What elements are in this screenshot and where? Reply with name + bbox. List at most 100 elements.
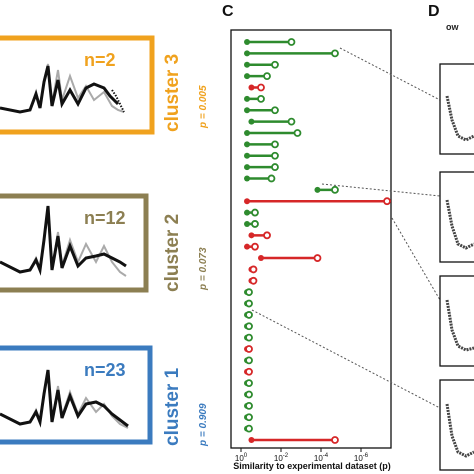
dumbbell-end-point <box>251 220 259 228</box>
x-tick-label: 10-2 <box>274 453 289 463</box>
dumbbell-start-point <box>244 220 251 227</box>
dumbbell-start-point <box>314 186 321 193</box>
cluster-2-p-label: p = 0.073 <box>198 247 209 291</box>
dumbbell-end-point <box>245 345 253 353</box>
dumbbell-row-21 <box>248 265 258 274</box>
x-tick-label: 10-6 <box>354 453 369 463</box>
dumbbell-start-point <box>244 73 251 80</box>
panel-d-letter: D <box>428 3 440 20</box>
dumbbell-start-point <box>248 118 255 125</box>
plot-frame <box>230 29 392 449</box>
cluster-2-name: cluster 2 <box>162 214 183 292</box>
dumbbell-start-point <box>248 232 255 239</box>
cluster-2-panel: n=12 cluster 2 p = 0.073 <box>0 193 209 293</box>
dumbbell-row-9 <box>244 129 302 137</box>
dumbbell-row-20 <box>258 254 322 262</box>
dumbbell-end-point <box>249 276 258 285</box>
cluster-2-profile <box>0 205 127 277</box>
cluster-3-name: cluster 3 <box>162 54 183 132</box>
dumbbell-end-point <box>257 94 265 103</box>
dumbbell-end-point <box>263 231 271 240</box>
dumbbell-end-point <box>245 401 253 410</box>
dumbbell-start-point <box>244 107 251 114</box>
dumbbell-start-point <box>248 437 255 443</box>
dumbbell-end-point <box>245 333 253 342</box>
dumbbell-end-point <box>331 49 339 58</box>
dumbbell-end-point <box>245 379 253 388</box>
dumbbell-row-5 <box>248 83 265 92</box>
dumbbell-end-point <box>245 367 253 376</box>
x-axis-ticks: 100 10-2 10-4 10-6 <box>235 448 369 463</box>
dumbbell-end-point <box>257 83 265 92</box>
dumbbell-row-32 <box>244 390 253 399</box>
dumbbell-row-8 <box>248 117 296 126</box>
dumbbell-end-point <box>245 288 253 297</box>
dumbbell-end-point <box>313 254 322 262</box>
dumbbell-row-30 <box>244 367 253 376</box>
dumbbell-end-point <box>245 356 253 365</box>
dumbbell-end-point <box>271 151 279 160</box>
x-tick-label: 10-4 <box>314 453 329 463</box>
dumbbell-row-15 <box>244 197 391 206</box>
dumbbell-end-point <box>245 390 253 399</box>
dumbbell-end-point <box>271 106 279 115</box>
cluster-3-profile <box>0 63 125 114</box>
panel-c-letter: C <box>222 3 234 20</box>
cluster-3-panel: n=2 cluster 3 p = 0.005 <box>0 35 209 135</box>
dumbbell-row-24 <box>244 299 253 308</box>
dumbbell-row-16 <box>244 208 259 217</box>
chart-marks <box>244 38 391 444</box>
dumbbell-start-point <box>244 175 251 182</box>
panel-d-thumbnails <box>439 63 474 471</box>
x-axis-label: Similarity to experimental dataset (p) <box>233 461 391 471</box>
cluster-3-p-label: p = 0.005 <box>198 85 209 129</box>
dumbbell-start-point <box>248 84 255 91</box>
dumbbell-row-22 <box>248 276 258 285</box>
dumbbell-end-point <box>245 424 253 433</box>
dumbbell-start-point <box>244 209 251 216</box>
cluster-1-panel: n=23 cluster 1 p = 0.909 <box>0 345 209 447</box>
dumbbell-row-18 <box>248 231 271 240</box>
dumbbell-row-7 <box>244 106 279 115</box>
dumbbell-end-point <box>267 174 276 183</box>
dumbbell-row-1 <box>244 38 296 46</box>
cluster-1-n-label: n=23 <box>84 360 126 380</box>
cluster-1-p-label: p = 0.909 <box>198 403 209 447</box>
dumbbell-row-34 <box>244 413 253 422</box>
dumbbell-start-point <box>244 50 251 57</box>
dumbbell-end-point <box>331 436 339 444</box>
dumbbell-row-14 <box>314 185 339 194</box>
dumbbell-row-28 <box>244 345 253 353</box>
dumbbell-row-23 <box>244 288 253 297</box>
dumbbell-start-point <box>244 152 251 159</box>
dumbbell-end-point <box>293 129 302 137</box>
cluster-1-profile <box>0 369 129 429</box>
cluster-2-frame <box>0 193 149 293</box>
dumbbell-row-27 <box>244 333 253 342</box>
dumbbell-row-12 <box>244 163 279 171</box>
dumbbell-row-26 <box>244 322 253 331</box>
dumbbell-start-point <box>244 61 251 68</box>
dumbbell-row-3 <box>244 60 279 69</box>
dumbbell-row-36 <box>248 436 339 444</box>
dumbbell-end-point <box>271 60 279 69</box>
dumbbell-end-point <box>245 413 253 422</box>
dumbbell-end-point <box>271 163 279 171</box>
dumbbell-row-29 <box>244 356 253 365</box>
dumbbell-row-6 <box>244 94 265 103</box>
x-tick-label: 100 <box>235 453 248 463</box>
dumbbell-row-35 <box>244 424 253 433</box>
cluster-2-n-label: n=12 <box>84 208 126 228</box>
dumbbell-start-point <box>244 95 251 102</box>
dumbbell-end-point <box>251 208 259 217</box>
dumbbell-end-point <box>383 197 391 206</box>
cluster-1-name: cluster 1 <box>162 367 183 446</box>
dumbbell-row-13 <box>244 174 276 183</box>
dumbbell-row-2 <box>244 49 339 58</box>
dumbbell-end-point <box>245 322 253 331</box>
dumbbell-start-point <box>244 243 251 250</box>
dumbbell-start-point <box>244 164 251 171</box>
dumbbell-end-point <box>287 38 296 46</box>
dumbbell-row-19 <box>244 242 259 251</box>
